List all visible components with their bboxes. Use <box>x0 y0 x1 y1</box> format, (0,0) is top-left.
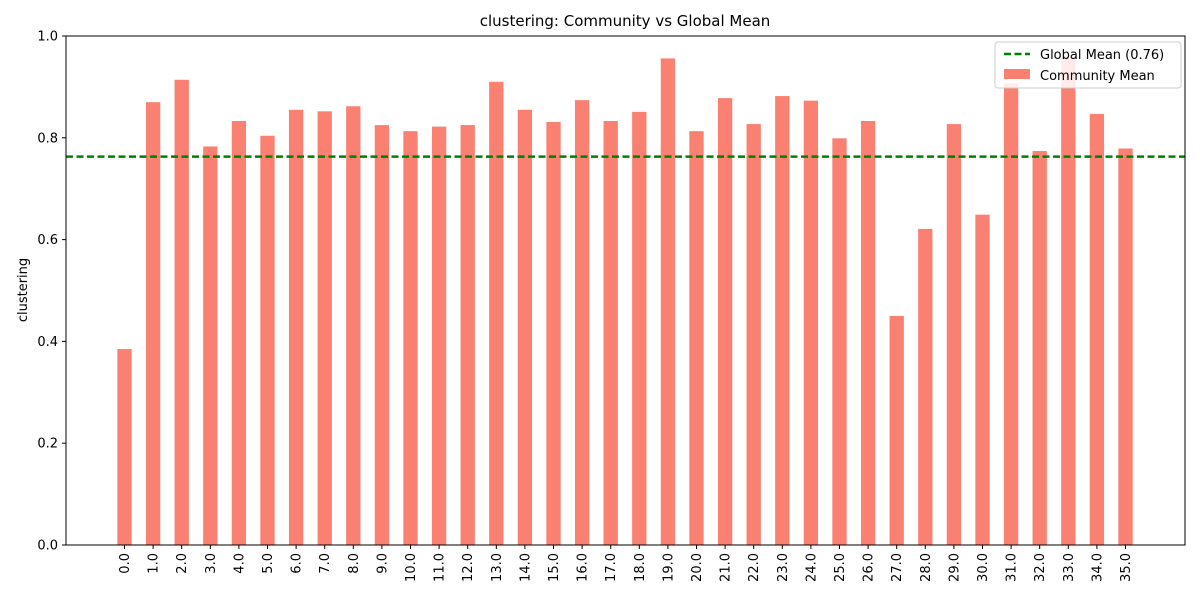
x-tick-label-23.0: 23.0 <box>776 553 791 582</box>
bar-4.0 <box>231 121 247 545</box>
legend-community-mean-label: Community Mean <box>1040 69 1155 84</box>
y-tick-label-0.6: 0.6 <box>37 233 58 248</box>
x-tick-label-30.0: 30.0 <box>976 553 991 582</box>
x-tick-label-32.0: 32.0 <box>1033 553 1048 582</box>
bar-28.0 <box>918 228 933 545</box>
x-tick-label-29.0: 29.0 <box>947 553 962 582</box>
bar-16.0 <box>574 100 590 545</box>
x-tick-label-3.0: 3.0 <box>204 553 219 574</box>
bar-6.0 <box>288 109 304 545</box>
x-tick-label-1.0: 1.0 <box>147 553 162 574</box>
x-tick-label-28.0: 28.0 <box>919 553 934 582</box>
bar-31.0 <box>1003 83 1019 545</box>
legend-global-mean-label: Global Mean (0.76) <box>1040 48 1164 63</box>
x-tick-label-12.0: 12.0 <box>461 553 476 582</box>
x-tick-label-33.0: 33.0 <box>1062 553 1077 582</box>
chart-title: clustering: Community vs Global Mean <box>480 12 771 30</box>
x-tick-label-8.0: 8.0 <box>347 553 362 574</box>
bar-14.0 <box>517 109 533 545</box>
bar-30.0 <box>975 214 990 545</box>
x-tick-label-17.0: 17.0 <box>604 553 619 582</box>
legend-community-mean-swatch <box>1004 69 1030 79</box>
bar-22.0 <box>746 124 761 545</box>
bar-13.0 <box>489 81 504 545</box>
y-tick-label-0.2: 0.2 <box>37 437 58 452</box>
bar-11.0 <box>431 126 447 545</box>
bar-20.0 <box>689 131 704 545</box>
x-tick-label-22.0: 22.0 <box>747 553 762 582</box>
bar-8.0 <box>346 106 361 546</box>
y-axis: 0.0 0.2 0.4 0.6 0.8 1.0 <box>37 30 66 554</box>
bar-7.0 <box>317 111 332 545</box>
bar-35.0 <box>1118 148 1133 546</box>
x-tick-label-20.0: 20.0 <box>690 553 705 582</box>
bar-24.0 <box>803 100 819 545</box>
bar-23.0 <box>775 96 790 545</box>
x-tick-label-6.0: 6.0 <box>290 553 305 574</box>
x-tick-label-10.0: 10.0 <box>404 553 419 582</box>
x-tick-label-16.0: 16.0 <box>576 553 591 582</box>
x-tick-label-0.0: 0.0 <box>118 553 133 574</box>
plot-frame <box>65 35 1186 546</box>
bar-32.0 <box>1032 151 1047 545</box>
bar-5.0 <box>260 135 275 545</box>
x-tick-label-31.0: 31.0 <box>1005 553 1020 582</box>
bar-25.0 <box>832 138 847 545</box>
x-tick-label-26.0: 26.0 <box>862 553 877 582</box>
y-tick-label-0.0: 0.0 <box>37 539 58 554</box>
x-tick-label-27.0: 27.0 <box>890 553 905 582</box>
bar-10.0 <box>403 131 418 545</box>
legend: Global Mean (0.76) Community Mean <box>994 41 1182 89</box>
x-tick-label-4.0: 4.0 <box>232 553 247 574</box>
bar-0.0 <box>117 349 132 545</box>
bar-33.0 <box>1061 57 1076 545</box>
x-tick-label-14.0: 14.0 <box>518 553 533 582</box>
bar-2.0 <box>174 79 189 546</box>
x-tick-label-2.0: 2.0 <box>175 553 190 574</box>
bar-29.0 <box>946 124 962 545</box>
x-tick-label-7.0: 7.0 <box>318 553 333 574</box>
y-tick-label-0.8: 0.8 <box>37 131 58 146</box>
bar-19.0 <box>660 58 676 546</box>
bar-27.0 <box>889 315 904 545</box>
y-tick-label-0.4: 0.4 <box>37 335 58 350</box>
x-tick-label-21.0: 21.0 <box>719 553 734 582</box>
x-axis: 0.0 1.0 2.0 3.0 4.0 5.0 6.0 7.0 8.0 9.0 10.0 11.0 12… <box>118 545 1134 582</box>
bar-17.0 <box>603 121 618 545</box>
x-tick-label-9.0: 9.0 <box>375 553 390 574</box>
x-tick-label-34.0: 34.0 <box>1090 553 1105 582</box>
bar-9.0 <box>374 125 390 545</box>
x-tick-label-25.0: 25.0 <box>833 553 848 582</box>
y-tick-label-1.0: 1.0 <box>37 30 58 45</box>
bar-15.0 <box>546 122 561 546</box>
x-tick-label-18.0: 18.0 <box>633 553 648 582</box>
x-tick-label-11.0: 11.0 <box>433 553 448 582</box>
bar-21.0 <box>717 98 733 545</box>
bar-12.0 <box>460 125 475 545</box>
bar-3.0 <box>203 146 218 545</box>
bars-group <box>117 57 1133 546</box>
bar-26.0 <box>860 121 876 545</box>
legend-box <box>994 41 1182 89</box>
x-tick-label-19.0: 19.0 <box>661 553 676 582</box>
bar-18.0 <box>632 111 647 545</box>
x-tick-label-24.0: 24.0 <box>804 553 819 582</box>
x-tick-label-13.0: 13.0 <box>490 553 505 582</box>
x-tick-label-15.0: 15.0 <box>547 553 562 582</box>
x-tick-label-5.0: 5.0 <box>261 553 276 574</box>
x-tick-label-35.0: 35.0 <box>1119 553 1134 582</box>
y-axis-label: clustering <box>16 258 31 322</box>
bar-1.0 <box>145 102 161 546</box>
bar-34.0 <box>1089 113 1105 545</box>
